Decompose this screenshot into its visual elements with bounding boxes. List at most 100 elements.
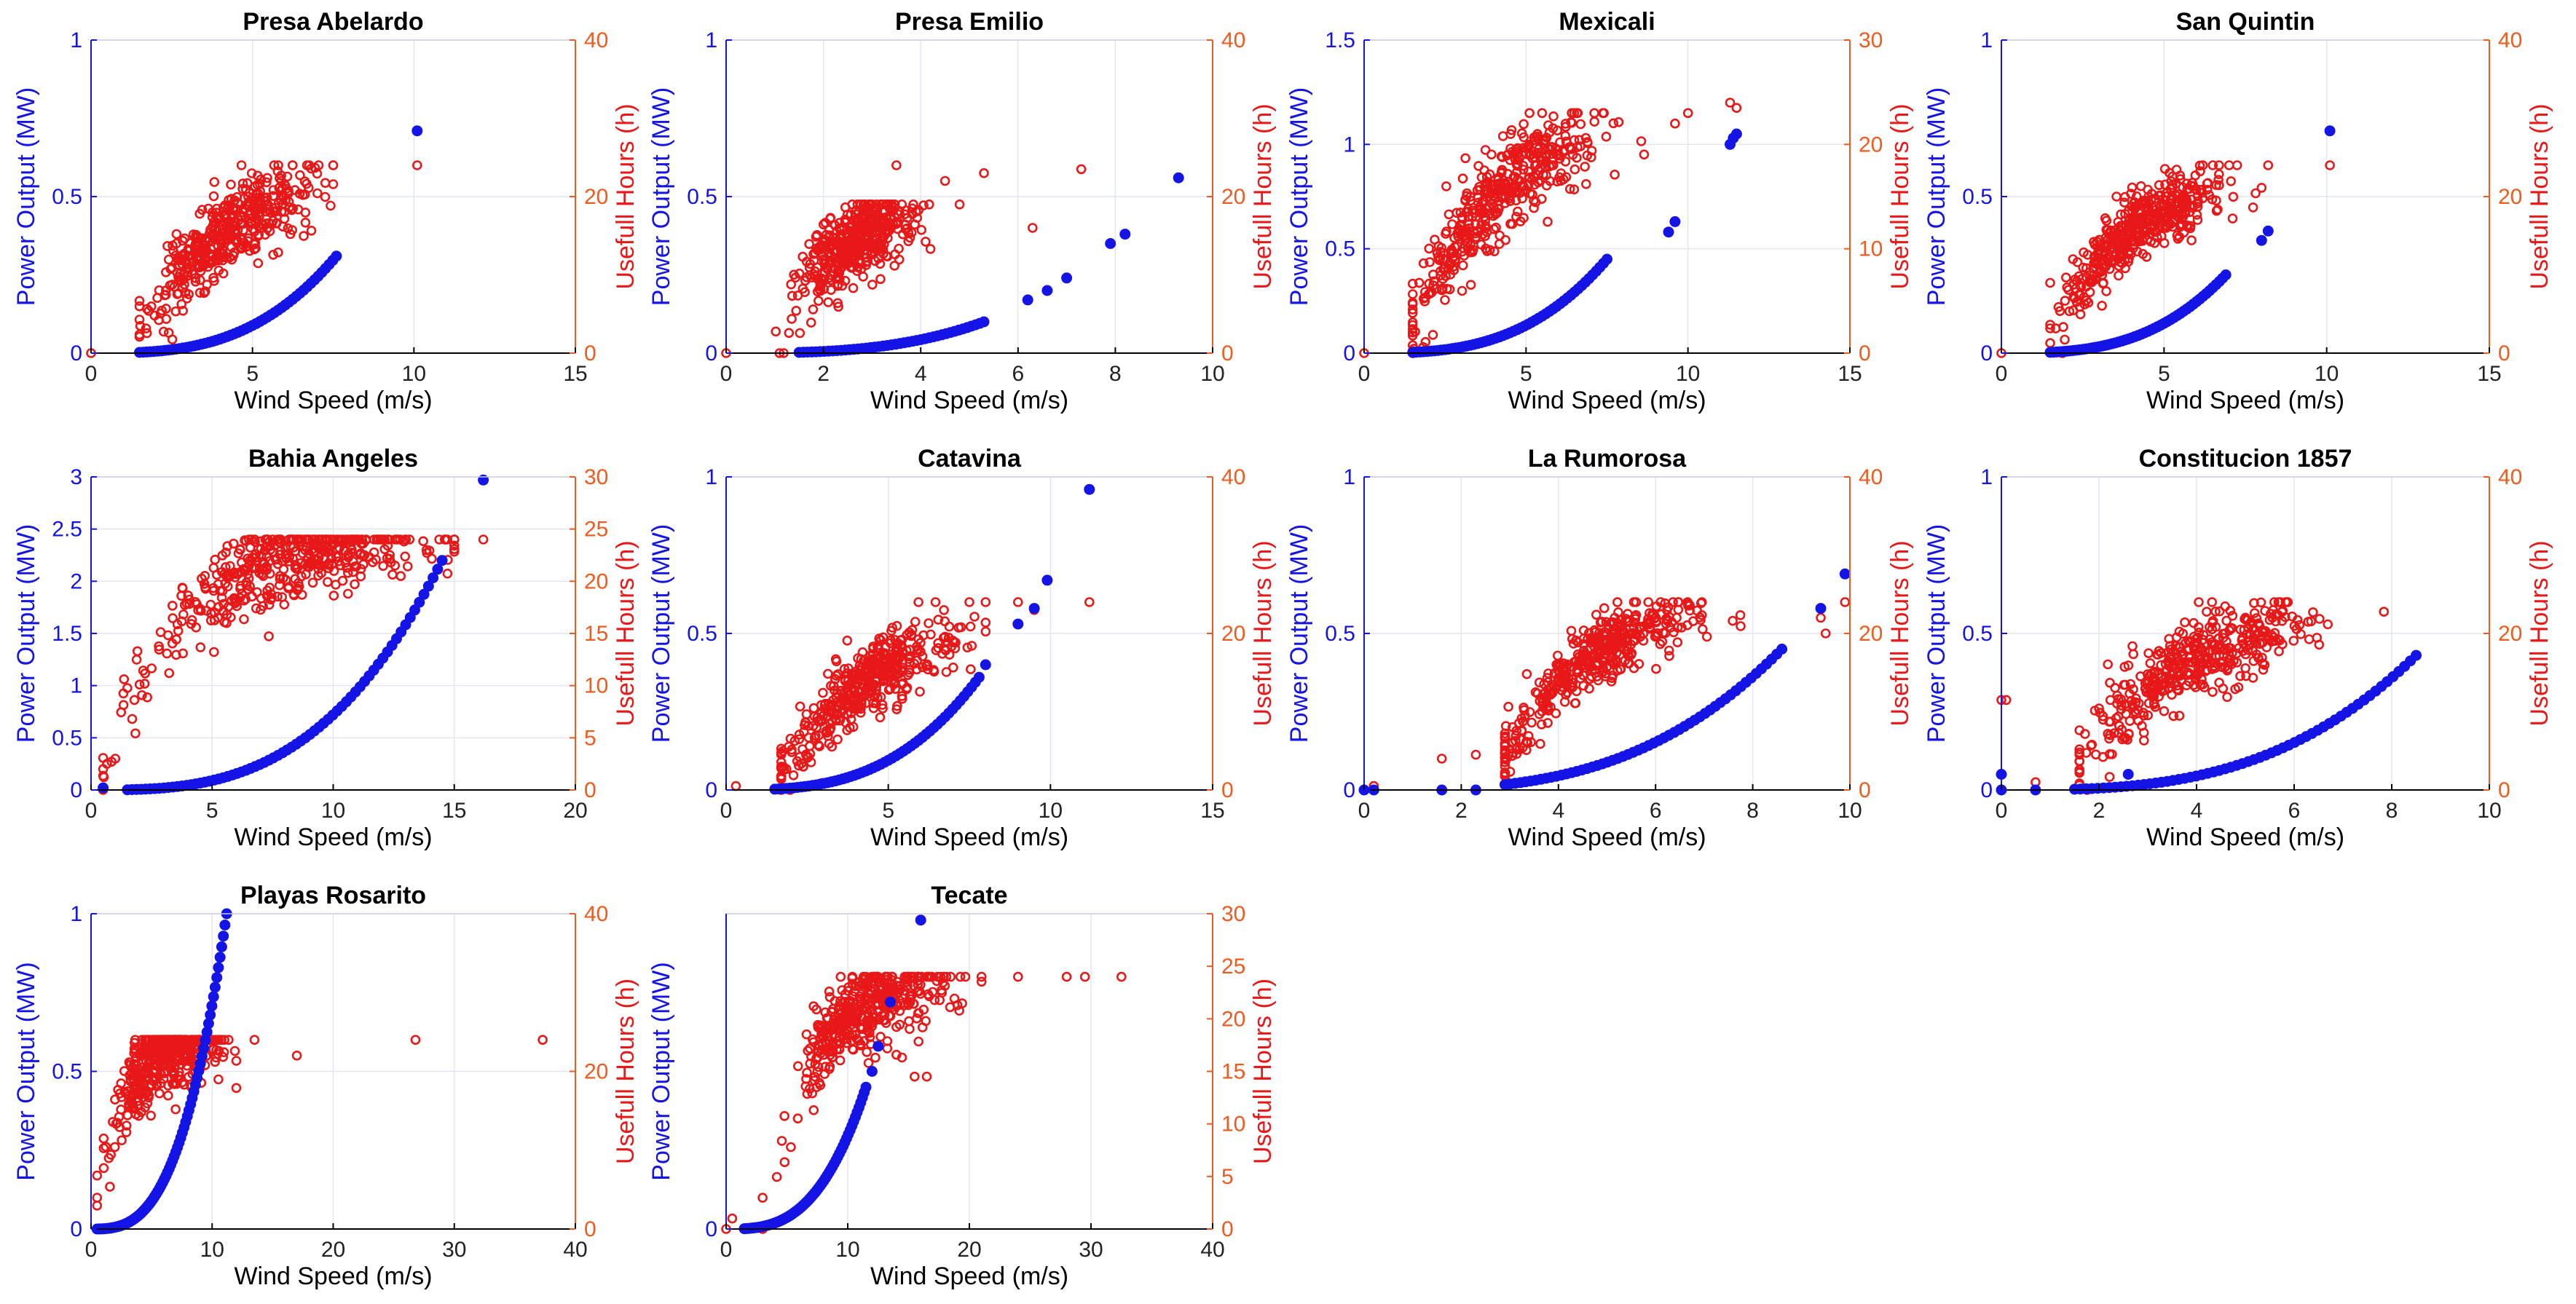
x-tick-label: 30 bbox=[442, 1238, 466, 1262]
hours-point bbox=[915, 687, 925, 697]
hours-point bbox=[1449, 265, 1459, 275]
x-tick-label: 0 bbox=[1996, 799, 2008, 823]
series-power-output bbox=[769, 483, 1095, 795]
hours-point bbox=[965, 621, 976, 632]
hours-point bbox=[1541, 152, 1551, 162]
hours-point bbox=[2061, 272, 2071, 283]
hours-point bbox=[1481, 243, 1491, 254]
y-tick-label-left: 2.5 bbox=[52, 518, 82, 542]
hours-point bbox=[2315, 614, 2325, 624]
hours-point bbox=[298, 189, 308, 200]
hours-point bbox=[2250, 188, 2261, 199]
hours-point bbox=[274, 183, 285, 193]
power-point bbox=[1663, 226, 1674, 238]
hours-point bbox=[127, 714, 138, 724]
hours-point bbox=[1013, 597, 1023, 607]
chart-title: La Rumorosa bbox=[1528, 445, 1687, 473]
hours-point bbox=[2101, 286, 2111, 296]
hours-point bbox=[215, 252, 226, 262]
y-tick-label-right: 25 bbox=[584, 518, 608, 542]
hours-point bbox=[1440, 295, 1450, 305]
hours-point bbox=[158, 326, 169, 337]
hours-point bbox=[2248, 202, 2258, 213]
hours-point bbox=[787, 291, 797, 301]
y-tick-label-left: 0 bbox=[1343, 778, 1355, 802]
x-axis-label: Wind Speed (m/s) bbox=[870, 823, 1068, 851]
hours-point bbox=[232, 191, 243, 202]
hours-point bbox=[92, 1170, 103, 1181]
y-ticks-left: 00.51 bbox=[52, 28, 97, 365]
hours-point bbox=[250, 238, 261, 248]
hours-point bbox=[1424, 243, 1434, 254]
power-point bbox=[1669, 216, 1681, 227]
hours-point bbox=[930, 597, 941, 607]
hours-point bbox=[1567, 144, 1577, 154]
hours-point bbox=[1505, 218, 1516, 229]
series-usefull-hours bbox=[86, 160, 422, 358]
hours-point bbox=[279, 207, 290, 217]
hours-point bbox=[821, 229, 832, 240]
y-tick-label-right: 0 bbox=[1859, 341, 1871, 365]
y-tick-label-right: 20 bbox=[2498, 185, 2522, 209]
hours-point bbox=[2240, 663, 2250, 673]
hours-point bbox=[1725, 98, 1736, 108]
hours-point bbox=[1484, 178, 1495, 189]
x-tick-label: 20 bbox=[321, 1238, 345, 1262]
hours-point bbox=[2194, 597, 2204, 607]
hours-point bbox=[410, 1035, 421, 1045]
hours-point bbox=[894, 243, 904, 254]
hours-point bbox=[903, 227, 913, 238]
hours-point bbox=[195, 246, 206, 257]
hours-point bbox=[229, 1046, 240, 1056]
hours-point bbox=[1728, 615, 1738, 626]
hours-point bbox=[478, 534, 489, 545]
hours-point bbox=[2060, 296, 2071, 306]
x-tick-label: 0 bbox=[1358, 362, 1371, 386]
y-tick-label-left: 1.5 bbox=[52, 622, 82, 646]
hours-point bbox=[1419, 296, 1430, 307]
hours-point bbox=[2128, 649, 2138, 660]
hours-point bbox=[213, 1074, 224, 1085]
hours-point bbox=[1475, 202, 1485, 212]
hours-point bbox=[848, 282, 859, 293]
hours-point bbox=[979, 168, 989, 178]
hours-point bbox=[865, 224, 875, 234]
hours-point bbox=[1444, 258, 1455, 268]
chart-title: Constitucion 1857 bbox=[2139, 445, 2352, 473]
hours-point bbox=[1443, 263, 1454, 274]
hours-point bbox=[276, 170, 286, 181]
hours-point bbox=[302, 160, 312, 170]
hours-point bbox=[195, 642, 206, 652]
chart-title: Catavina bbox=[918, 445, 1022, 473]
hours-point bbox=[886, 201, 897, 212]
hours-point bbox=[1493, 175, 1503, 185]
hours-point bbox=[178, 235, 188, 246]
x-tick-label: 0 bbox=[720, 799, 733, 823]
y-tick-label-right: 15 bbox=[584, 622, 608, 646]
hours-point bbox=[92, 1201, 103, 1211]
y-ticks-left: 00.51 bbox=[1962, 465, 2007, 802]
x-tick-label: 0 bbox=[720, 362, 733, 386]
y-tick-label-right: 40 bbox=[1221, 465, 1245, 489]
hours-point bbox=[378, 561, 388, 572]
hours-point bbox=[2139, 735, 2149, 746]
y-tick-label-right: 40 bbox=[2498, 28, 2522, 52]
x-axis-label: Wind Speed (m/s) bbox=[234, 387, 432, 414]
hours-point bbox=[134, 331, 145, 342]
hours-point bbox=[237, 178, 248, 189]
power-point bbox=[2411, 649, 2422, 661]
y-tick-label-left: 0 bbox=[705, 778, 717, 802]
hours-point bbox=[1519, 213, 1529, 224]
hours-point bbox=[221, 228, 232, 238]
y-axis-label-right: Usefull Hours (h) bbox=[1249, 540, 1277, 726]
hours-point bbox=[1512, 154, 1523, 165]
hours-point bbox=[1581, 179, 1591, 189]
power-point bbox=[2324, 125, 2336, 137]
hours-point bbox=[1601, 131, 1612, 142]
power-point bbox=[331, 250, 342, 262]
x-tick-label: 10 bbox=[200, 1238, 224, 1262]
